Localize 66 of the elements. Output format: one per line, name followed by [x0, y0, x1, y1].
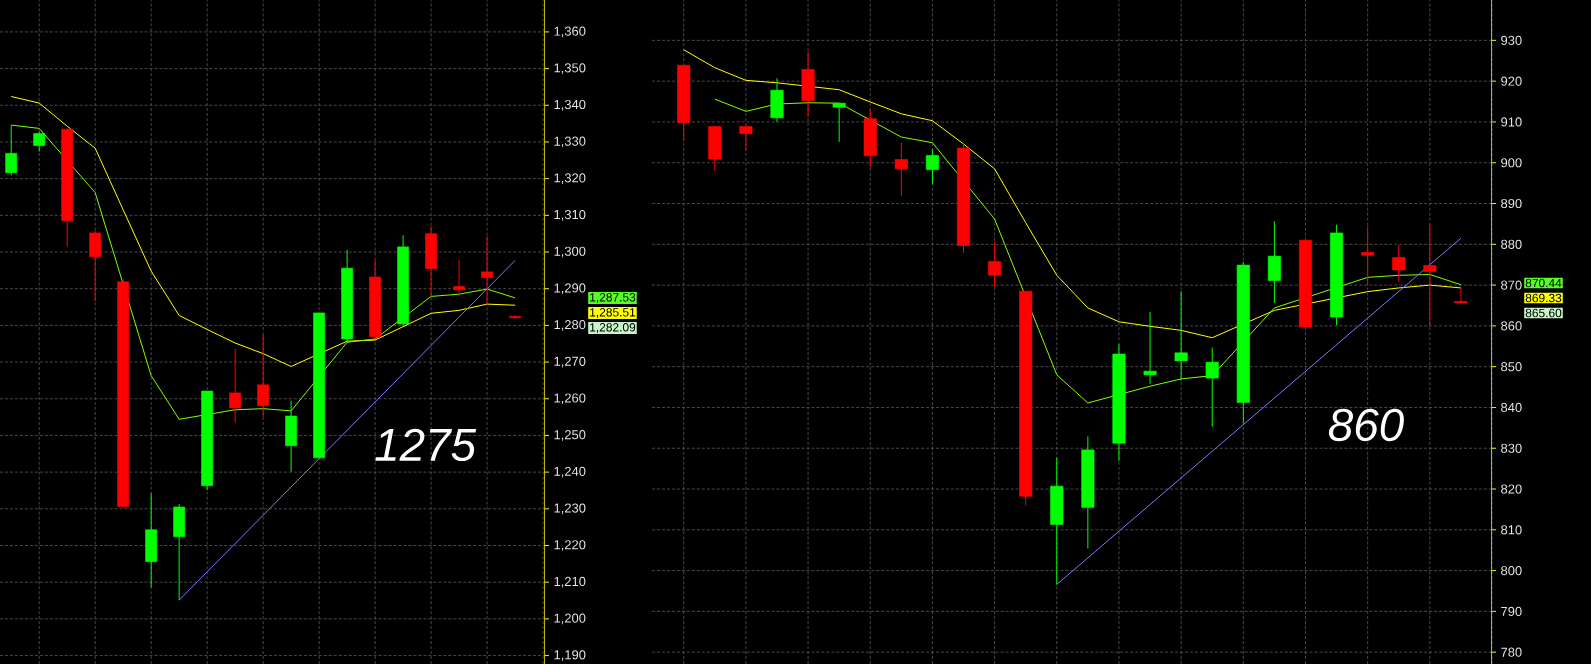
- line-series: [683, 49, 1462, 339]
- candlestick: [1454, 287, 1468, 304]
- y-tick-label: 840: [1501, 402, 1522, 413]
- y-tick-label: 930: [1501, 35, 1522, 45]
- candlestick: [257, 334, 270, 418]
- text: 869.33: [1525, 293, 1562, 303]
- y-tick-label: 1,240: [554, 466, 586, 478]
- candlestick: [739, 125, 753, 151]
- y-tick-label: 1,280: [554, 320, 586, 331]
- line-series: [10, 95, 516, 367]
- y-tick-label: 1,200: [554, 613, 586, 625]
- y-tick-label: 1,270: [554, 356, 586, 368]
- y-tick-label: 1,250: [554, 430, 586, 441]
- candlestick: [33, 130, 46, 152]
- y-tick-label: 900: [1501, 158, 1522, 168]
- y-tick-label: 1,360: [554, 26, 586, 38]
- y-tick-label: 1,230: [554, 503, 586, 515]
- y-tick-label: 1,290: [554, 283, 586, 295]
- candlestick: [1205, 347, 1219, 428]
- y-tick-label: 850: [1501, 362, 1522, 372]
- candlestick: [988, 241, 1002, 288]
- text: 1,287.53: [590, 293, 636, 303]
- candlestick: [509, 314, 521, 321]
- candlestick: [481, 235, 493, 306]
- line-series: [10, 124, 516, 420]
- y-tick-label: 810: [1501, 525, 1522, 535]
- candlestick: [894, 141, 908, 197]
- y-tick-label: 910: [1501, 117, 1522, 127]
- y-tick-label: 1,340: [554, 99, 586, 111]
- candlestick: [1143, 311, 1157, 385]
- line-series: [714, 98, 1462, 404]
- y-tick-label: 1,330: [554, 136, 586, 148]
- y-tick-label: 1,210: [554, 576, 586, 588]
- y-tick-label: 880: [1501, 239, 1522, 249]
- y-tick-label: 790: [1501, 606, 1522, 616]
- y-tick-label: 860: [1501, 321, 1522, 331]
- y-tick-label: 890: [1501, 198, 1522, 209]
- y-tick-label: 1,220: [554, 540, 586, 551]
- y-tick-label: 1,300: [554, 246, 586, 258]
- candlestick: [5, 124, 18, 176]
- y-tick-label: 1,310: [554, 209, 586, 221]
- candlestick: [453, 259, 465, 297]
- y-tick-label: 800: [1501, 566, 1522, 576]
- y-tick-label: 1,190: [554, 650, 586, 661]
- text: 1,285.51: [590, 308, 636, 318]
- candlestick: [1392, 244, 1406, 283]
- candlestick: [1174, 290, 1188, 382]
- y-tick-label: 920: [1501, 76, 1522, 86]
- text: 870.44: [1525, 278, 1562, 288]
- candlestick: [832, 102, 846, 143]
- y-tick-label: 820: [1501, 484, 1522, 494]
- candlestick: [925, 148, 939, 185]
- text: 1,282.09: [590, 323, 636, 333]
- candlestick: [1423, 223, 1437, 326]
- y-tick-label: 780: [1501, 647, 1522, 657]
- candlestick: [1361, 225, 1375, 286]
- y-tick-label: 1,350: [554, 63, 586, 74]
- text: 865.60: [1525, 308, 1562, 318]
- y-tick-label: 830: [1501, 443, 1522, 453]
- y-tick-label: 1,260: [554, 393, 586, 405]
- candlestick: [229, 348, 242, 424]
- annotation: 1275: [375, 428, 477, 462]
- candlestick: [89, 230, 102, 302]
- y-tick-label: 870: [1501, 280, 1522, 290]
- y-tick-label: 1,320: [554, 173, 586, 184]
- annotation: 860: [1328, 408, 1404, 442]
